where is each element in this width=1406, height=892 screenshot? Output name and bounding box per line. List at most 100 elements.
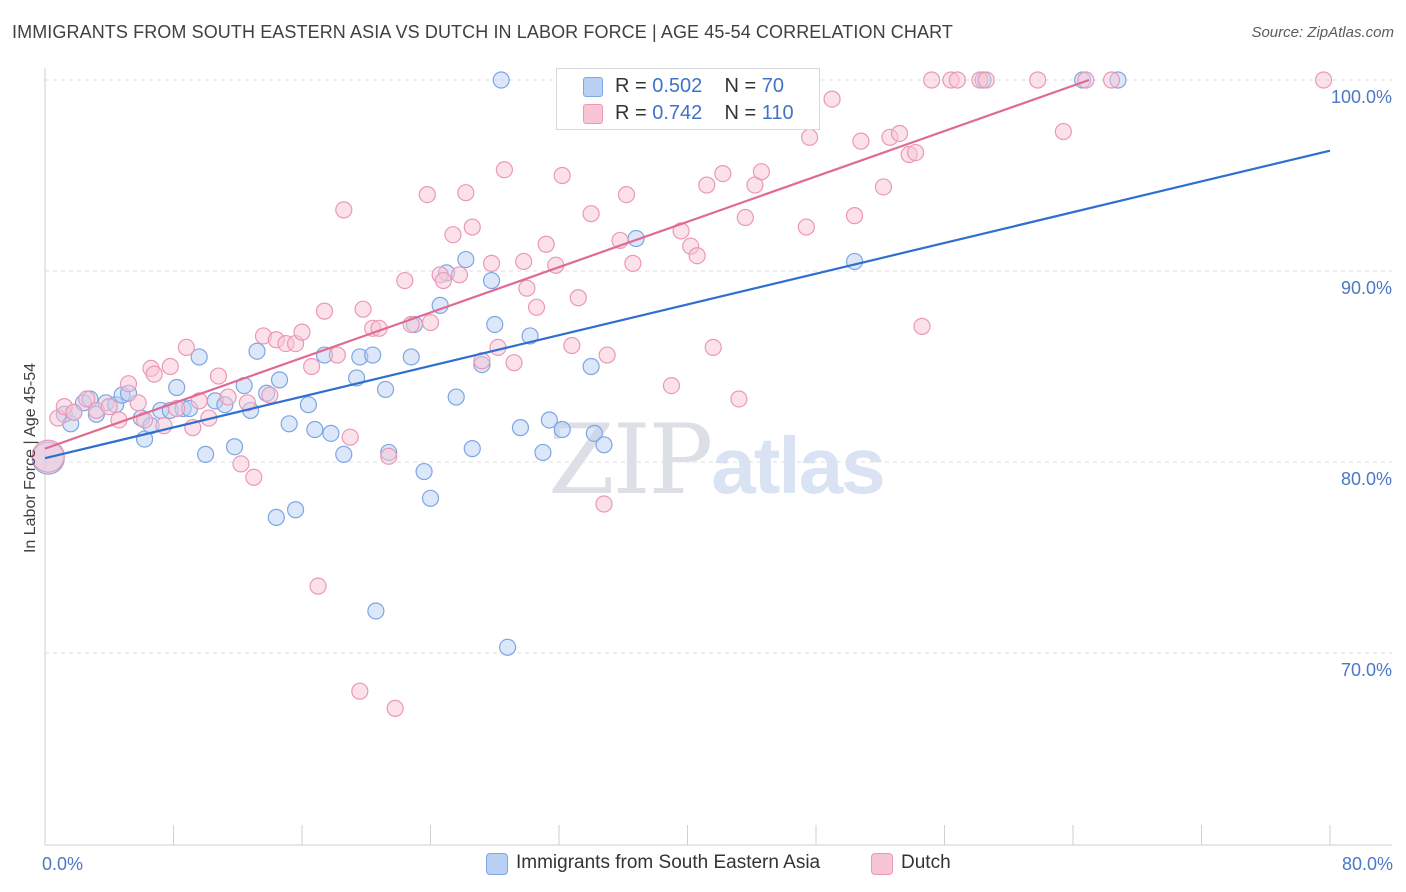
blue-point: [499, 638, 517, 656]
pink-point: [463, 218, 481, 236]
pink-point: [396, 271, 414, 290]
pink-point: [293, 323, 311, 341]
blue-point: [421, 489, 440, 507]
pink-point: [569, 289, 587, 307]
pink-point: [730, 390, 748, 408]
pink-point: [688, 247, 706, 265]
bottom-legend-label-pink: Dutch: [901, 852, 951, 873]
blue-point: [248, 342, 266, 360]
pink-point: [219, 388, 237, 406]
pink-point: [129, 394, 147, 412]
blue-point: [582, 357, 600, 376]
pink-point: [78, 390, 96, 408]
chart-title: IMMIGRANTS FROM SOUTH EASTERN ASIA VS DU…: [12, 22, 953, 42]
pink-point: [948, 71, 966, 89]
blue-point: [585, 424, 603, 442]
legend-r-value-blue: 0.502: [652, 74, 703, 97]
pink-point: [351, 682, 369, 700]
trend-line-pink: [44, 78, 1090, 450]
legend-text-pink: R = 0.742 N = 110: [615, 102, 794, 125]
pink-point: [1054, 122, 1072, 141]
legend-n-value-pink: 110: [761, 101, 794, 124]
pink-point: [418, 186, 436, 204]
grid: [45, 79, 1392, 654]
pink-point: [315, 302, 334, 320]
bottom-legend-swatch-blue: [486, 853, 508, 875]
blue-point: [225, 438, 244, 456]
watermark-zip: ZIP: [548, 404, 713, 516]
trend-line-blue: [44, 149, 1331, 460]
pink-point: [595, 495, 613, 513]
pink-point: [913, 317, 931, 335]
legend-n-label-pink: N =: [724, 101, 762, 124]
pink-point: [845, 207, 864, 225]
pink-point: [698, 176, 716, 194]
tick-labels: 70.0% 80.0% 90.0% 100.0% 0.0% 80.0%: [42, 87, 1393, 874]
pink-point: [704, 338, 722, 356]
pink-point: [852, 132, 870, 150]
blue-point: [364, 346, 382, 364]
series-pink-points: [31, 71, 1333, 717]
blue-point: [415, 462, 433, 481]
blue-point: [463, 440, 481, 458]
trend-lines: [44, 78, 1331, 460]
blue-point: [595, 436, 613, 454]
pink-point: [482, 254, 501, 272]
pink-point: [537, 235, 555, 253]
pink-point: [65, 403, 83, 421]
pink-point: [662, 377, 681, 395]
pink-point: [31, 439, 65, 473]
blue-point: [335, 445, 353, 463]
blue-point: [267, 508, 285, 526]
pink-point: [906, 143, 925, 162]
bottom-legend-label-blue: Immigrants from South Eastern Asia: [516, 852, 821, 873]
pink-point: [177, 338, 195, 356]
legend-r-label-blue: R =: [615, 74, 653, 97]
pink-point: [505, 354, 523, 372]
legend-r-label-pink: R =: [615, 101, 653, 124]
x-tick-label-max: 80.0%: [1342, 854, 1393, 874]
pink-point: [161, 357, 179, 376]
y-tick-label: 80.0%: [1341, 469, 1392, 489]
pink-point: [752, 163, 770, 181]
blue-point: [511, 419, 530, 437]
pink-point: [450, 266, 469, 284]
pink-point: [328, 346, 346, 364]
pink-point: [444, 226, 462, 244]
pink-point: [1029, 71, 1047, 89]
blue-point: [270, 371, 289, 389]
blue-point: [521, 327, 539, 345]
pink-point: [874, 178, 893, 196]
blue-point: [286, 501, 305, 519]
x-tick-label-min: 0.0%: [42, 854, 83, 874]
watermark: ZIPatlas: [548, 404, 886, 516]
pink-point: [1102, 71, 1121, 89]
pink-point: [923, 71, 941, 89]
blue-point: [306, 420, 324, 439]
blue-point: [486, 315, 504, 334]
pink-point: [515, 252, 533, 271]
pink-point: [890, 124, 909, 143]
legend-text-blue: R = 0.502 N = 70: [615, 75, 784, 98]
blue-point: [447, 388, 465, 406]
blue-point: [168, 378, 186, 397]
bottom-legend-swatch-pink: [871, 853, 893, 875]
correlation-legend: R = 0.502 N = 70 R = 0.742 N = 110: [556, 68, 820, 130]
pink-point: [209, 367, 228, 385]
pink-point: [190, 392, 208, 410]
blue-point: [534, 443, 552, 462]
legend-n-value-blue: 70: [761, 74, 785, 97]
pink-point: [624, 254, 642, 272]
blue-point: [540, 411, 558, 429]
pink-point: [354, 300, 372, 318]
pink-point: [823, 90, 841, 108]
blue-point: [457, 250, 475, 269]
pink-point: [380, 447, 398, 465]
y-axis-label: In Labor Force | Age 45-54: [22, 363, 39, 553]
blue-point: [322, 424, 340, 442]
pink-point: [386, 699, 404, 717]
pink-point: [736, 208, 754, 227]
blue-point: [482, 271, 501, 290]
pink-point: [457, 184, 475, 202]
